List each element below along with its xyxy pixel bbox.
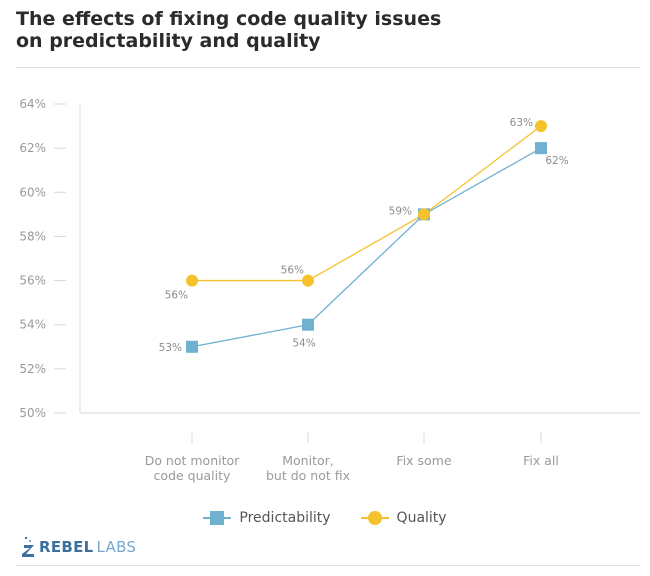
- bottom-divider: [16, 565, 640, 566]
- predictability-swatch-icon: [203, 511, 231, 525]
- y-tick-label: 64%: [19, 97, 46, 111]
- x-category-label: but do not fix: [266, 468, 350, 483]
- legend-label-predictability: Predictability: [239, 510, 330, 526]
- data-point-quality: [418, 208, 430, 220]
- data-point-predictability: [535, 142, 547, 154]
- y-tick-label: 54%: [19, 318, 46, 332]
- x-category-label: Do not monitor: [145, 453, 240, 468]
- data-point-predictability: [186, 341, 198, 353]
- rebellabs-logo: REBEL LABS: [22, 537, 136, 557]
- legend-item-predictability[interactable]: Predictability: [203, 510, 330, 526]
- logo-text-rebel: REBEL: [39, 538, 94, 556]
- x-category-label: code quality: [154, 468, 231, 483]
- logo-text-labs: LABS: [97, 538, 137, 556]
- y-tick-label: 58%: [19, 229, 46, 243]
- y-tick-label: 62%: [19, 141, 46, 155]
- chart-legend: Predictability Quality: [0, 510, 650, 526]
- data-point-quality: [535, 120, 547, 132]
- y-tick-label: 56%: [19, 274, 46, 288]
- y-tick-label: 52%: [19, 362, 46, 376]
- data-label-predictability: 62%: [545, 155, 568, 167]
- x-category-label: Fix all: [523, 453, 559, 468]
- y-tick-label: 60%: [19, 185, 46, 199]
- legend-label-quality: Quality: [397, 510, 447, 526]
- data-label-predictability: 54%: [292, 338, 315, 350]
- data-label-quality: 56%: [165, 290, 188, 302]
- line-chart: 50% 52% 54% 56% 58% 60% 62% 64% Do not monitorco…: [0, 0, 650, 500]
- data-point-quality: [186, 275, 198, 287]
- y-tick-label: 50%: [19, 406, 46, 420]
- quality-swatch-icon: [361, 511, 389, 525]
- data-label-quality: 63%: [510, 117, 533, 129]
- series-line-quality: [192, 126, 541, 281]
- data-label-predictability: 53%: [159, 342, 182, 354]
- data-label-quality: 59%: [389, 205, 412, 217]
- legend-item-quality[interactable]: Quality: [361, 510, 447, 526]
- data-label-quality: 56%: [281, 265, 304, 277]
- x-category-label: Monitor,: [282, 453, 334, 468]
- data-point-predictability: [302, 319, 314, 331]
- flask-logo-icon: [22, 537, 36, 557]
- x-category-label: Fix some: [396, 453, 451, 468]
